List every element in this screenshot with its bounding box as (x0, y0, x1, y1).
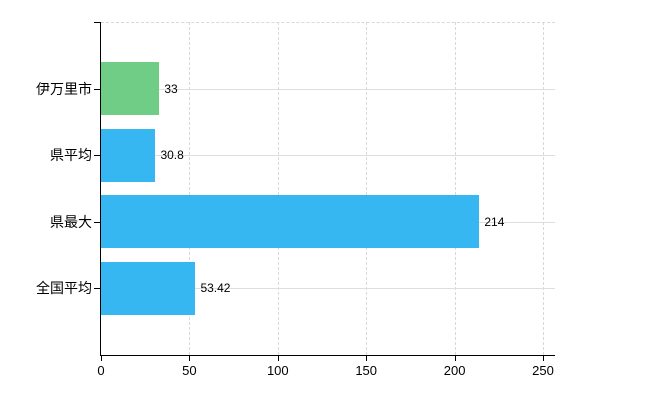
y-axis-tick (94, 88, 100, 90)
x-axis-tick (366, 356, 368, 361)
x-axis-tick (454, 356, 456, 361)
x-axis-line (100, 355, 555, 356)
x-axis-tick (277, 356, 279, 361)
x-axis-tick (101, 356, 102, 361)
y-axis-tick-label: 伊万里市 (36, 80, 92, 97)
y-axis-tick-label: 県平均 (50, 147, 92, 164)
vertical-gridline (366, 22, 368, 355)
vertical-gridline (454, 22, 456, 355)
y-axis-tick (94, 221, 100, 223)
y-axis-tick (94, 155, 100, 157)
x-axis-tick (189, 356, 191, 361)
bar (101, 128, 156, 182)
bar (101, 195, 480, 249)
plot-top-border (101, 22, 555, 23)
x-axis-tick-label: 150 (355, 363, 378, 378)
bar-value-label: 30.8 (160, 148, 184, 163)
bar-value-label: 214 (484, 214, 505, 229)
x-axis-tick-label: 0 (97, 363, 105, 378)
x-axis-tick-label: 50 (182, 363, 197, 378)
y-axis-line (100, 22, 101, 356)
horizontal-gridline (101, 88, 555, 90)
y-axis-tick (94, 288, 100, 290)
y-axis-tick-label: 全国平均 (36, 280, 92, 297)
y-axis-tick (94, 22, 100, 23)
x-axis-tick-label: 100 (266, 363, 289, 378)
vertical-gridline (543, 22, 544, 355)
horizontal-gridline (101, 155, 555, 157)
x-axis-tick-label: 250 (532, 363, 554, 378)
x-axis-tick (543, 356, 544, 361)
x-axis-tick-label: 200 (443, 363, 466, 378)
bar (101, 62, 160, 116)
vertical-gridline (277, 22, 279, 355)
horizontal-gridline (101, 288, 555, 290)
vertical-gridline (189, 22, 191, 355)
y-axis-tick-label: 県最大 (50, 213, 92, 230)
bar (101, 261, 196, 315)
bar-value-label: 33 (164, 81, 178, 96)
bar-value-label: 53.42 (200, 281, 231, 296)
